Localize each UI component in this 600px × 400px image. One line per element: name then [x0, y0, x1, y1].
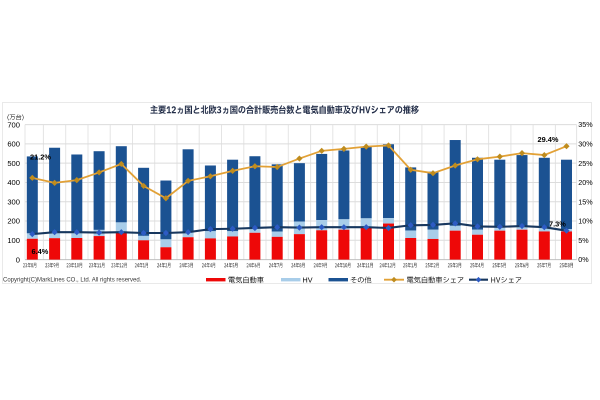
svg-text:35%: 35% [578, 120, 593, 129]
svg-text:25%: 25% [578, 159, 593, 168]
svg-text:600: 600 [7, 140, 20, 149]
svg-text:700: 700 [7, 120, 20, 129]
svg-text:0%: 0% [578, 255, 589, 264]
svg-text:400: 400 [7, 178, 20, 187]
svg-text:10%: 10% [578, 217, 593, 226]
svg-text:20%: 20% [578, 178, 593, 187]
svg-text:HV: HV [303, 276, 313, 285]
svg-text:29.4%: 29.4% [538, 135, 559, 144]
svg-text:6.4%: 6.4% [32, 247, 49, 256]
svg-text:Copyright(C)MarkLines CO., Ltd: Copyright(C)MarkLines CO., Ltd. All righ… [3, 277, 142, 283]
svg-text:21.2%: 21.2% [30, 153, 51, 162]
svg-text:5%: 5% [578, 236, 589, 245]
svg-text:7.3%: 7.3% [549, 220, 566, 229]
svg-text:30%: 30% [578, 140, 593, 149]
svg-text:100: 100 [7, 236, 20, 245]
svg-text:200: 200 [7, 217, 20, 226]
svg-text:0: 0 [16, 255, 20, 264]
svg-text:15%: 15% [578, 197, 593, 206]
svg-text:300: 300 [7, 197, 20, 206]
svg-text:500: 500 [7, 159, 20, 168]
